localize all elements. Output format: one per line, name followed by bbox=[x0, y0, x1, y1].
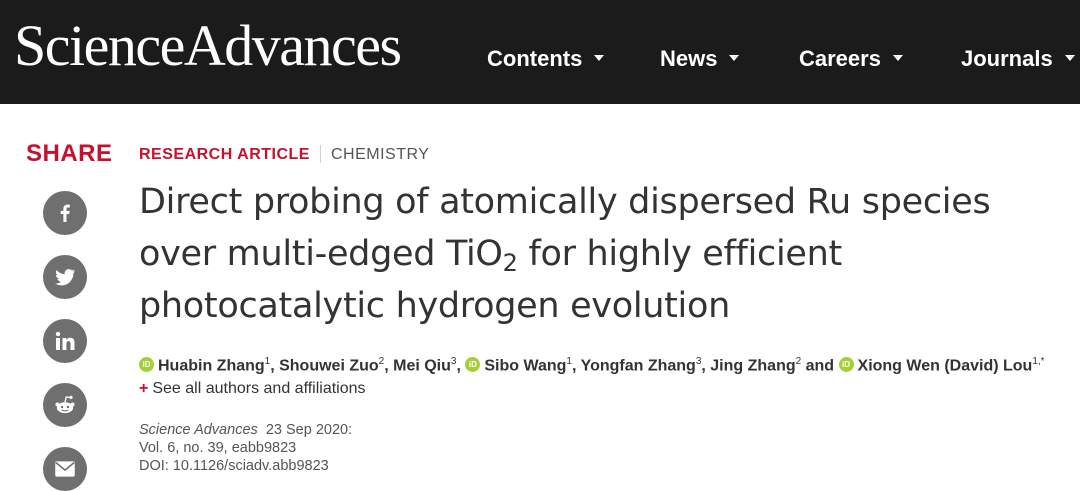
email-icon bbox=[55, 461, 75, 477]
affiliation-sup: 2 bbox=[795, 356, 802, 367]
see-all-authors-label: See all authors and affiliations bbox=[152, 380, 366, 397]
nav-news[interactable]: News bbox=[660, 44, 740, 74]
affiliation-sup: 3 bbox=[450, 356, 457, 367]
author-and: and bbox=[801, 357, 839, 375]
title-line-2-start: over multi-edged TiO bbox=[139, 234, 503, 274]
article-subject[interactable]: CHEMISTRY bbox=[330, 146, 430, 163]
citation-date: 23 Sep 2020: bbox=[265, 422, 353, 438]
nav-contents[interactable]: Contents bbox=[487, 44, 605, 74]
linkedin-icon bbox=[55, 331, 75, 350]
author-name[interactable]: Mei Qiu bbox=[393, 357, 451, 375]
chevron-down-icon bbox=[892, 55, 903, 62]
orcid-icon[interactable]: iD bbox=[465, 356, 481, 372]
author-name[interactable]: Sibo Wang bbox=[484, 357, 567, 375]
author-name[interactable]: Shouwei Zuo bbox=[279, 357, 379, 375]
affiliation-sup: 1 bbox=[264, 356, 271, 367]
nav-journals-label: Journals bbox=[961, 46, 1053, 71]
author-name[interactable]: Yongfan Zhang bbox=[580, 357, 696, 375]
citation-doi[interactable]: DOI: 10.1126/sciadv.abb9823 bbox=[139, 458, 329, 474]
chevron-down-icon bbox=[594, 55, 605, 62]
title-line-1: Direct probing of atomically dispersed R… bbox=[139, 182, 991, 222]
citation-journal: Science Advances bbox=[139, 422, 258, 438]
title-line-3: photocatalytic hydrogen evolution bbox=[139, 286, 730, 326]
chevron-down-icon bbox=[1064, 55, 1075, 62]
reddit-icon bbox=[55, 395, 75, 414]
article-citation: Science Advances 23 Sep 2020: Vol. 6, no… bbox=[139, 421, 352, 475]
top-navigation-bar: ScienceAdvances Contents News Careers Jo… bbox=[0, 0, 1080, 104]
plus-icon: + bbox=[139, 380, 149, 397]
nav-news-label: News bbox=[660, 46, 718, 71]
author-name[interactable]: Jing Zhang bbox=[710, 357, 796, 375]
author-separator: , bbox=[456, 357, 466, 375]
citation-volume: Vol. 6, no. 39, eabb9823 bbox=[139, 440, 297, 456]
nav-journals[interactable]: Journals bbox=[961, 44, 1075, 74]
affiliation-sup: 3 bbox=[695, 356, 702, 367]
title-line-2-end: for highly efficient bbox=[517, 234, 842, 274]
email-share-button[interactable] bbox=[43, 447, 87, 491]
title-subscript: 2 bbox=[502, 249, 518, 277]
twitter-icon bbox=[55, 269, 76, 286]
site-logo[interactable]: ScienceAdvances bbox=[14, 13, 402, 78]
see-all-authors-link[interactable]: + See all authors and affiliations bbox=[139, 378, 366, 400]
reddit-share-button[interactable] bbox=[43, 383, 87, 427]
author-separator: , bbox=[270, 357, 280, 375]
author-list: iD Huabin Zhang1, Shouwei Zuo2, Mei Qiu3,… bbox=[139, 351, 1069, 377]
article-title: Direct probing of atomically dispersed R… bbox=[139, 176, 1039, 332]
author-separator: , bbox=[384, 357, 394, 375]
author-separator: , bbox=[701, 357, 711, 375]
article-kicker: RESEARCH ARTICLE CHEMISTRY bbox=[139, 144, 429, 166]
orcid-icon[interactable]: iD bbox=[139, 356, 154, 372]
facebook-icon bbox=[60, 204, 70, 222]
share-label: SHARE bbox=[26, 140, 113, 167]
facebook-share-button[interactable] bbox=[43, 191, 87, 235]
kicker-divider bbox=[319, 144, 321, 163]
chevron-down-icon bbox=[729, 55, 740, 62]
article-type[interactable]: RESEARCH ARTICLE bbox=[139, 146, 310, 163]
linkedin-share-button[interactable] bbox=[43, 319, 87, 363]
author-name[interactable]: Huabin Zhang bbox=[158, 357, 265, 375]
nav-careers-label: Careers bbox=[799, 46, 881, 71]
author-name[interactable]: Xiong Wen (David) Lou bbox=[857, 357, 1033, 375]
nav-careers[interactable]: Careers bbox=[799, 44, 903, 74]
author-separator: , bbox=[571, 357, 581, 375]
affiliation-sup: 1 bbox=[566, 356, 572, 367]
orcid-icon[interactable]: iD bbox=[838, 356, 854, 372]
affiliation-sup: 1,* bbox=[1032, 356, 1045, 367]
nav-contents-label: Contents bbox=[487, 46, 583, 71]
twitter-share-button[interactable] bbox=[43, 255, 87, 299]
affiliation-sup: 2 bbox=[378, 356, 385, 367]
